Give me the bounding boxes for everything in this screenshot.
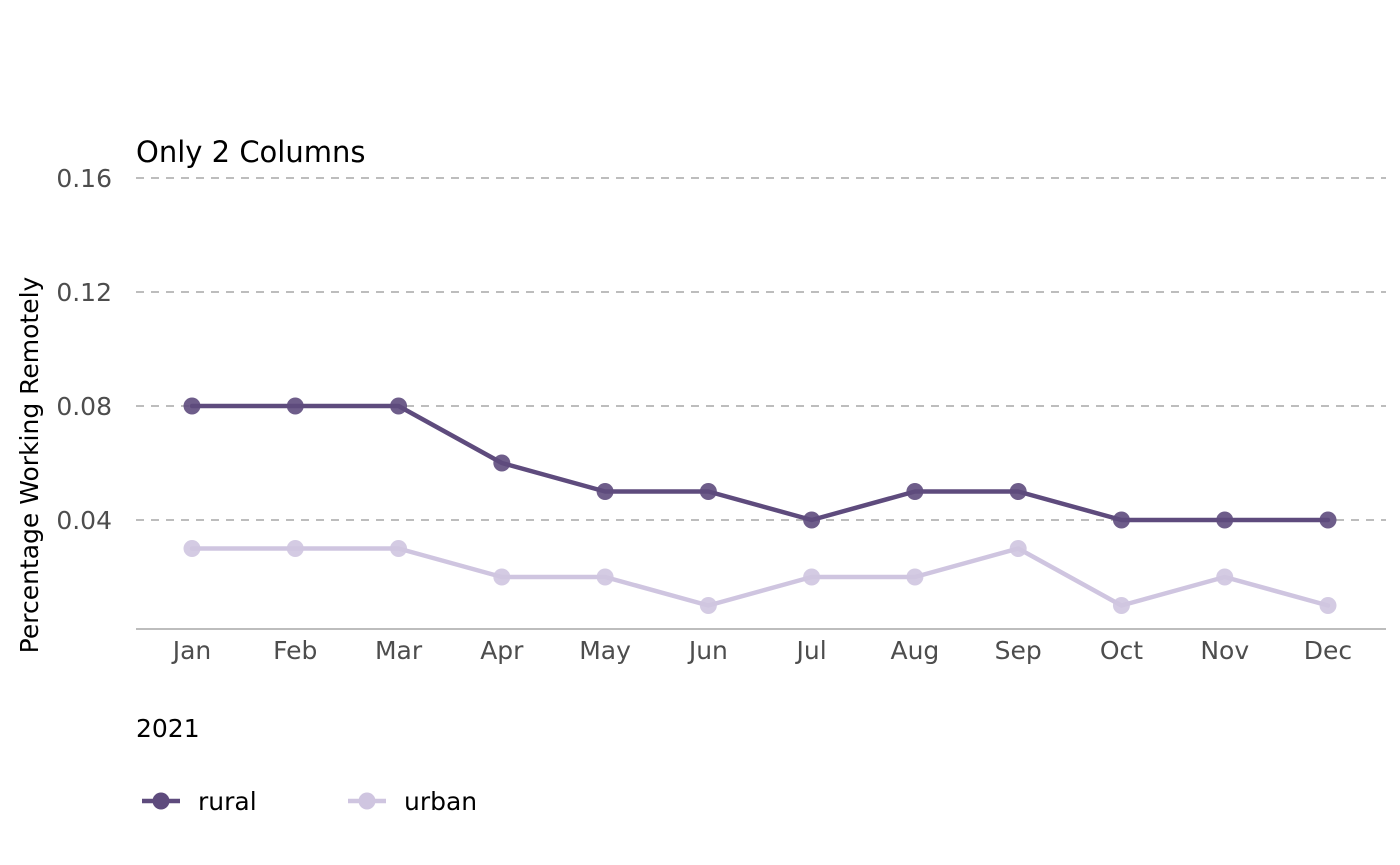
- x-tick-label: Jun: [687, 636, 728, 665]
- legend-swatch-marker: [358, 792, 376, 810]
- x-tick-label: May: [579, 636, 631, 665]
- x-axis-label: 2021: [136, 714, 200, 743]
- x-tick-label: Mar: [375, 636, 423, 665]
- data-point-rural: [803, 511, 821, 529]
- data-point-rural: [1319, 511, 1337, 529]
- x-tick-labels: Jan Feb Mar Apr May Jun Jul Aug Sep Oct Nov Dec: [171, 636, 1352, 665]
- series-line-urban: [189, 546, 1331, 608]
- x-tick-label: Jan: [171, 636, 212, 665]
- x-tick-label: Nov: [1200, 636, 1249, 665]
- data-point-urban: [1112, 597, 1130, 614]
- series-rural: [183, 397, 1337, 529]
- chart-title: Only 2 Columns: [136, 135, 365, 169]
- gridlines: [136, 177, 1386, 521]
- data-point-urban: [390, 540, 408, 557]
- series-urban: [183, 540, 1337, 614]
- data-point-urban: [699, 597, 717, 614]
- legend-item-urban: urban: [348, 787, 477, 816]
- legend-swatch-marker: [152, 792, 170, 810]
- data-point-rural: [390, 397, 408, 415]
- data-point-rural: [1112, 511, 1130, 529]
- x-tick-label: Oct: [1100, 636, 1143, 665]
- x-tick-label: Jul: [795, 636, 827, 665]
- y-tick-label: 0.04: [56, 506, 112, 535]
- y-axis-label: Percentage Working Remotely: [15, 276, 44, 653]
- data-point-urban: [286, 540, 304, 557]
- data-point-urban: [596, 568, 614, 586]
- y-tick-label: 0.16: [56, 164, 112, 193]
- legend: rural urban: [142, 787, 477, 816]
- series-plot-area: [183, 397, 1337, 614]
- data-point-rural: [286, 397, 304, 415]
- data-point-rural: [183, 397, 201, 415]
- x-tick-label: Dec: [1304, 636, 1352, 665]
- legend-label: urban: [404, 787, 477, 816]
- legend-item-rural: rural: [142, 787, 257, 816]
- data-point-rural: [906, 483, 924, 500]
- data-point-rural: [596, 483, 614, 500]
- x-tick-label: Apr: [480, 636, 524, 665]
- y-tick-label: 0.12: [56, 278, 112, 307]
- data-point-urban: [1319, 597, 1337, 614]
- data-point-urban: [906, 568, 924, 586]
- y-tick-label: 0.08: [56, 392, 112, 421]
- series-line-rural: [189, 403, 1331, 523]
- data-point-rural: [1009, 483, 1027, 500]
- x-tick-label: Aug: [890, 636, 939, 665]
- data-point-rural: [1216, 511, 1234, 529]
- data-point-urban: [183, 540, 201, 557]
- data-point-urban: [1216, 568, 1234, 586]
- data-point-rural: [699, 483, 717, 500]
- x-tick-label: Feb: [273, 636, 317, 665]
- legend-label: rural: [198, 787, 257, 816]
- y-tick-labels: 0.04 0.08 0.12 0.16: [56, 164, 112, 535]
- data-point-urban: [493, 568, 511, 586]
- data-point-urban: [803, 568, 821, 586]
- x-tick-label: Sep: [995, 636, 1042, 665]
- data-point-urban: [1009, 540, 1027, 557]
- data-point-rural: [493, 454, 511, 472]
